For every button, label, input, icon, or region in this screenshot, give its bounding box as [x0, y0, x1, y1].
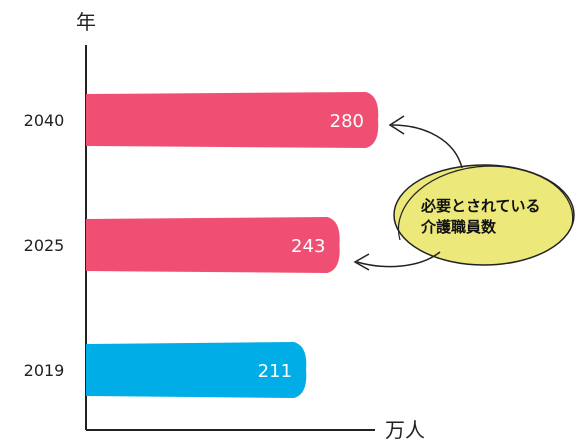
bar-2019	[86, 342, 307, 398]
arrow-head-icon	[353, 253, 370, 271]
bar-value-label: 211	[258, 361, 292, 382]
callout: 必要とされている 介護職員数	[393, 164, 575, 266]
category-tick-label: 2025	[24, 236, 65, 255]
arrow-to-2025	[353, 251, 441, 271]
callout-line-1: 必要とされている	[420, 197, 541, 215]
callout-line-2: 介護職員数	[420, 218, 497, 236]
bar-2040	[86, 92, 379, 148]
bars-group: 280 2040 243 2025 211 2019	[24, 92, 379, 398]
bar-value-label: 280	[330, 111, 364, 132]
bar-value-label: 243	[291, 236, 325, 257]
y-axis-label: 年	[76, 10, 96, 34]
callout-bubble	[393, 164, 575, 266]
arrow-to-2040	[388, 115, 463, 169]
category-tick-label: 2019	[24, 361, 65, 380]
category-tick-label: 2040	[24, 111, 65, 130]
x-axis-label: 万人	[385, 418, 425, 442]
arrow-head-icon	[388, 115, 405, 135]
bar-2025	[86, 217, 340, 273]
arrow-curve-icon	[356, 251, 441, 268]
callout-outline-stroke	[397, 165, 574, 241]
arrow-curve-icon	[391, 124, 463, 169]
